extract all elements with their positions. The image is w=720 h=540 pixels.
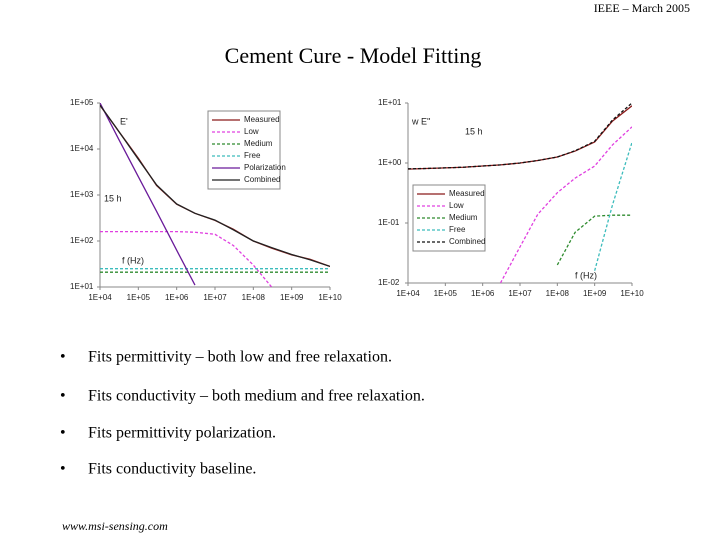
x-tick-label: 1E+04 [396, 289, 420, 298]
legend-label: Low [244, 127, 259, 136]
x-tick-label: 1E+06 [471, 289, 495, 298]
bullet-list: • Fits permittivity – both low and free … [60, 349, 425, 478]
annotation: 15 h [465, 126, 483, 136]
x-tick-label: 1E+06 [165, 293, 189, 302]
header: IEEE – March 2005 [594, 1, 690, 15]
annotation: f (Hz) [122, 255, 144, 265]
y-tick-label: 1E-02 [378, 278, 400, 287]
x-tick-label: 1E+05 [434, 289, 458, 298]
annotation: f (Hz) [575, 270, 597, 280]
legend-label: Polarization [244, 163, 286, 172]
y-tick-label: 1E+02 [70, 236, 94, 245]
legend-label: Measured [244, 115, 280, 124]
series-line [100, 103, 196, 286]
bullet-dot: • [60, 349, 66, 366]
series-line [556, 214, 632, 266]
legend-label: Medium [449, 213, 478, 222]
bullet: Fits permittivity polarization. [88, 425, 276, 442]
chart: 1E-02 1E-01 1E+00 1E+01 1E+04 1E+05 1E+06 1E+07… [378, 98, 644, 298]
bullet: Fits conductivity – both medium and free… [88, 388, 425, 405]
x-tick-label: 1E+04 [88, 293, 112, 302]
x-tick-label: 1E+08 [242, 293, 266, 302]
annotation: E' [120, 116, 128, 126]
legend: Measured Low Medium Free Polarization Combine… [207, 110, 286, 190]
slide-title: Cement Cure - Model Fitting [225, 43, 482, 68]
chart: 1E+01 1E+02 1E+03 1E+04 1E+05 1E+04 1E+05 1E+06… [70, 98, 342, 302]
legend-label: Free [244, 151, 261, 160]
bullet-dot: • [60, 388, 66, 405]
series-line [100, 230, 273, 287]
x-tick-label: 1E+10 [318, 293, 342, 302]
legend-label: Combined [244, 175, 280, 184]
legend-label: Combined [449, 237, 485, 246]
y-tick-label: 1E+00 [378, 158, 402, 167]
legend-label: Measured [449, 189, 485, 198]
bullet-dot: • [60, 425, 66, 442]
x-tick-label: 1E+07 [203, 293, 227, 302]
legend: Measured Low Medium Free Combined [412, 184, 486, 252]
series-line [594, 142, 632, 271]
x-tick-label: 1E+08 [546, 289, 570, 298]
series-line [408, 103, 632, 170]
x-tick-label: 1E+09 [280, 293, 304, 302]
legend-box [207, 110, 281, 190]
legend-label: Medium [244, 139, 273, 148]
y-tick-label: 1E-01 [378, 218, 400, 227]
y-tick-label: 1E+01 [70, 282, 94, 291]
y-tick-label: 1E+03 [70, 190, 94, 199]
x-tick-label: 1E+10 [620, 289, 644, 298]
bullet-dot: • [60, 461, 66, 478]
legend-label: Low [449, 201, 464, 210]
x-tick-label: 1E+07 [508, 289, 532, 298]
x-tick-label: 1E+05 [127, 293, 151, 302]
bullet: Fits permittivity – both low and free re… [88, 349, 392, 366]
y-tick-label: 1E+01 [378, 98, 402, 107]
legend-label: Free [449, 225, 466, 234]
annotation: 15 h [104, 193, 122, 203]
y-tick-label: 1E+05 [70, 98, 94, 107]
bullet: Fits conductivity baseline. [88, 461, 256, 478]
series-line [499, 126, 632, 283]
footer: www.msi-sensing.com [62, 519, 168, 533]
annotation: w E'' [411, 116, 431, 126]
y-tick-label: 1E+04 [70, 144, 94, 153]
series-line [100, 104, 330, 268]
x-tick-label: 1E+09 [583, 289, 607, 298]
